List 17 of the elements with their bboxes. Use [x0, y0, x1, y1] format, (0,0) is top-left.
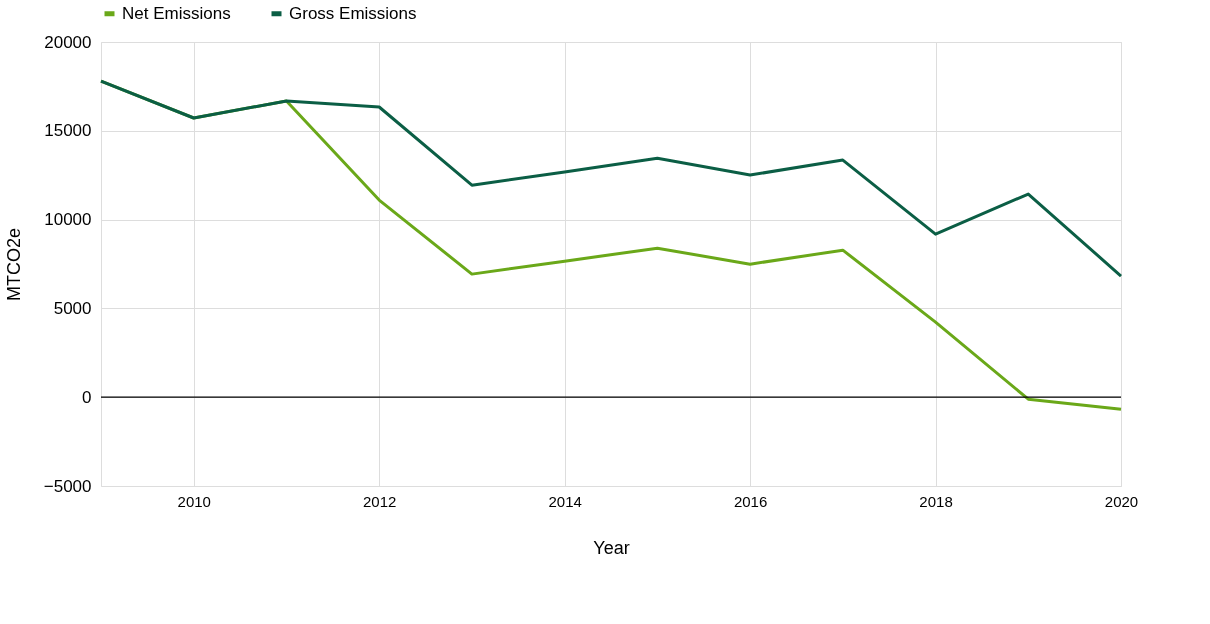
x-tick-label: 2016 — [733, 492, 768, 510]
line-series — [99, 79, 1123, 278]
y-tick-label: 20000 — [44, 32, 92, 52]
y-axis-title: MTCO2e — [3, 227, 24, 302]
y-tick-label: 0 — [82, 387, 92, 407]
legend-label: Net Emissions — [122, 3, 231, 23]
x-tick-label: 2010 — [177, 492, 211, 510]
y-tick-label: 15000 — [44, 121, 92, 141]
y-tick-label: 5000 — [53, 298, 92, 318]
x-tick-label: 2018 — [919, 492, 953, 510]
x-tick-label: 2014 — [548, 492, 582, 510]
y-tick-label: 10000 — [44, 210, 92, 230]
legend-label: Gross Emissions — [289, 3, 417, 23]
x-axis-title: Year — [593, 537, 630, 558]
x-tick-label: 2020 — [1104, 492, 1139, 510]
x-tick-label: 2012 — [362, 492, 397, 510]
y-tick-label: −5000 — [43, 476, 92, 496]
